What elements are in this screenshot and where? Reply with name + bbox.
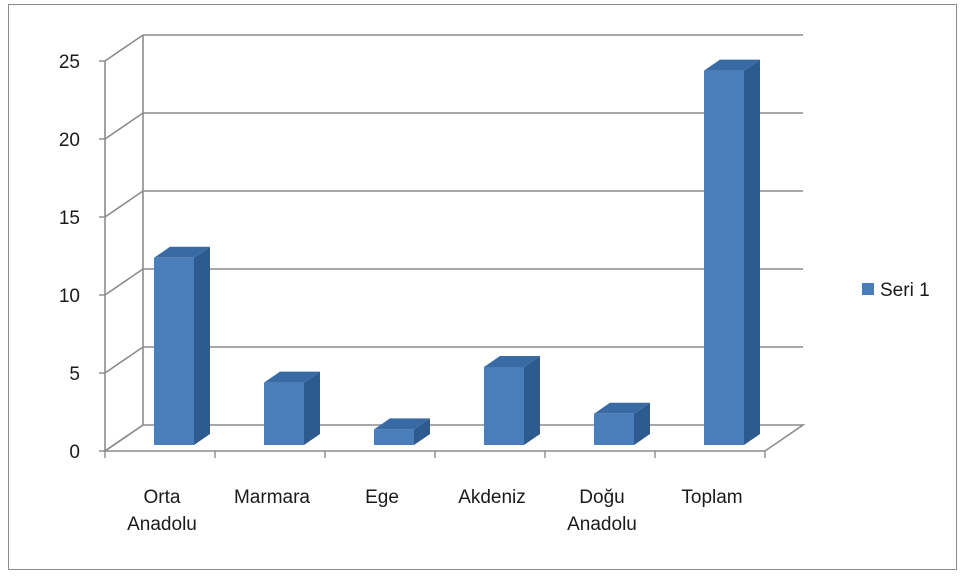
- x-category-label: Doğu Anadolu: [567, 487, 637, 535]
- bars: [154, 59, 760, 445]
- bar-side: [414, 418, 430, 445]
- legend-label-seri-1: Seri 1: [880, 280, 930, 301]
- gridline-diagonal: [104, 34, 144, 62]
- x-category-label: Marmara: [234, 487, 310, 508]
- bar-top: [484, 356, 540, 367]
- x-category-label: Akdeniz: [458, 487, 526, 508]
- labels: 0 5 10 15 20 25 Orta Anadolu Marmara Ege Akdeniz Do…: [59, 52, 743, 535]
- bar-front: [264, 382, 304, 445]
- bar-front: [704, 70, 744, 445]
- bar-top: [154, 246, 210, 258]
- bar-side: [744, 59, 760, 445]
- bar-top: [594, 402, 650, 414]
- x-category-label: Ege: [365, 487, 399, 508]
- y-tick-label: 10: [59, 286, 80, 307]
- bar-side: [524, 356, 540, 445]
- bar: [594, 402, 650, 445]
- y-tick-label: 20: [59, 130, 80, 151]
- bar: [704, 59, 760, 445]
- bar-front: [374, 429, 414, 445]
- bar: [374, 418, 430, 445]
- bar-top: [374, 418, 430, 430]
- bar: [264, 371, 320, 445]
- bar-top: [704, 59, 760, 71]
- bar-side: [304, 371, 320, 445]
- gridline-diagonal: [104, 112, 144, 140]
- gridline-diagonal: [104, 346, 144, 374]
- bar: [154, 246, 210, 445]
- legend-swatch: [862, 283, 874, 295]
- bar-front: [594, 413, 634, 445]
- bar: [484, 356, 540, 445]
- gridline-diagonal: [104, 190, 144, 218]
- bar-side: [194, 246, 210, 445]
- bar-front: [154, 257, 194, 445]
- x-category-label: Orta Anadolu: [127, 487, 197, 535]
- gridline-diagonal: [104, 268, 144, 296]
- legend: Seri 1: [862, 280, 930, 301]
- y-tick-label: 0: [69, 442, 80, 463]
- y-tick-label: 5: [69, 364, 80, 385]
- axes: [99, 35, 806, 458]
- bar-top: [264, 371, 320, 383]
- y-tick-label: 15: [59, 208, 80, 229]
- bar-side: [634, 402, 650, 445]
- y-tick-label: 25: [59, 52, 80, 73]
- bar-front: [484, 367, 524, 445]
- x-category-label: Toplam: [681, 487, 742, 508]
